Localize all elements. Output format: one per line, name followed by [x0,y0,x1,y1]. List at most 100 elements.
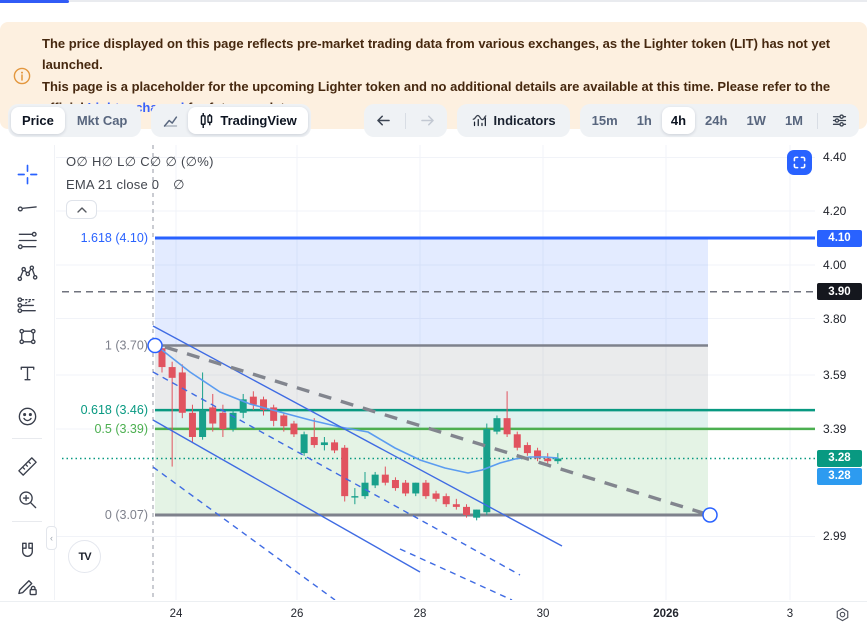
sidebar-collapse-handle[interactable]: ‹ [46,526,57,550]
legend-collapse-button[interactable] [66,200,97,219]
xabcd-pattern-icon [17,265,37,282]
chart-legend: O∅ H∅ L∅ C∅ ∅ (∅%) EMA 21 close 0 ∅ [66,154,214,219]
time-axis[interactable]: 24 26 28 30 2026 3 [0,601,867,641]
fib-label: 0.618 (3.46) [81,403,148,417]
chart-region: ‹ 1.618 (4.10) 1 (3.70) 0.618 (3.46) 0.5 (3… [0,145,867,641]
fib-label: 1.618 (4.10) [81,231,148,245]
reset-chart-button[interactable] [787,150,812,175]
candle [249,396,257,405]
trend-line-tool[interactable] [9,194,45,221]
candle [178,372,186,413]
nav-divider [404,112,406,129]
candle [290,423,298,435]
nav-back-button[interactable] [367,107,400,134]
candle [351,496,359,498]
nav-forward-button[interactable] [411,107,444,134]
rectangle-tool[interactable] [9,323,45,350]
ohlc-readout: O∅ H∅ L∅ C∅ ∅ (∅%) [66,154,214,169]
fib-labels-layer: 1.618 (4.10) 1 (3.70) 0.618 (3.46) 0.5 (3.3… [81,231,148,522]
measure-icon [17,457,37,476]
candle [402,482,410,494]
timeframe-1w[interactable]: 1W [737,107,775,134]
price-tab[interactable]: Price [11,107,65,134]
price-tick: 3.39 [823,421,847,436]
crosshair-tool[interactable] [9,161,45,188]
magnet-tool[interactable] [9,538,45,565]
price-tick: 3.59 [823,368,847,383]
fib-label: 1 (3.70) [105,339,148,353]
fib-label: 0 (3.07) [105,508,148,522]
text-icon [20,366,34,381]
fib-label: 0.5 (3.39) [94,422,148,436]
chart-nav [363,104,447,137]
price-chart-canvas[interactable]: 1.618 (4.10) 1 (3.70) 0.618 (3.46) 0.5 (3.3… [56,145,815,600]
emoji-tool[interactable] [9,403,45,430]
time-label: 24 [169,608,183,620]
crosshair-icon [17,164,37,185]
candle [391,480,399,489]
timeframe-buttons: 15m 1h 4h 24h 1W 1M [583,107,812,134]
indicators-label: Indicators [493,113,556,128]
price-axis[interactable]: 4.40 4.20 4.00 3.80 3.59 3.39 2.99 4.10 3.90 3.28… [815,145,867,600]
chart-type-toggle: TradingView [151,104,311,137]
chart-area[interactable]: 1.618 (4.10) 1 (3.70) 0.618 (3.46) 0.5 (3.3… [56,145,815,600]
indicators-button[interactable]: Indicators [460,107,567,134]
candle [209,407,217,424]
drawing-tools-sidebar [0,145,55,600]
text-tool[interactable] [9,360,45,387]
candle [300,434,308,454]
timeframe-1h[interactable]: 1h [628,107,661,134]
line-chart-icon [164,116,178,127]
measure-tool[interactable] [9,453,45,480]
candle [331,442,339,451]
ema-line-layer [161,349,559,474]
tradingview-button[interactable]: TradingView [188,107,308,134]
candle [452,504,460,507]
candle [310,436,318,446]
candle [168,367,176,378]
ema-value: ∅ [173,177,185,192]
arrow-right-icon [420,115,434,126]
sidebar-divider [12,521,42,522]
xabcd-pattern-tool[interactable] [9,260,45,287]
line-chart-button[interactable] [154,107,187,134]
price-levels-layer [62,291,815,460]
fib-regions-layer [155,238,708,515]
projection-tool[interactable] [9,291,45,318]
candle [199,410,207,437]
zoom-in-tool[interactable] [9,486,45,513]
price-tick: 2.99 [823,529,847,544]
candle [341,447,349,497]
chart-settings-button[interactable] [823,107,856,134]
chevron-up-icon [76,206,87,213]
projection-icon [16,297,36,314]
candle [158,348,166,368]
price-tick: 3.80 [823,311,847,326]
timeframe-group: 15m 1h 4h 24h 1W 1M [579,104,859,137]
anchors-layer [147,337,718,523]
trend-line-icon [17,206,37,212]
sidebar-divider [12,438,42,440]
mktcap-tab[interactable]: Mkt Cap [66,107,139,134]
candle [188,412,196,437]
candle [544,458,552,462]
price-badge: 3.90 [817,283,862,301]
draw-lock-tool[interactable] [9,573,45,600]
candle [534,450,542,459]
time-axis-settings-icon[interactable] [835,607,850,622]
ema-readout: EMA 21 close 0 ∅ [66,177,214,193]
banner-line-1: The price displayed on this page reflect… [42,36,831,73]
timeframe-4h[interactable]: 4h [661,107,696,134]
price-badge: 3.28 [817,449,862,467]
arrow-left-icon [376,115,390,126]
timeframe-24h[interactable]: 24h [696,107,736,134]
price-mktcap-toggle: Price Mkt Cap [8,104,142,137]
price-badge: 4.10 [817,229,862,247]
timeframe-15m[interactable]: 15m [583,107,627,134]
timeframe-1m[interactable]: 1M [776,107,812,134]
tradingview-logo[interactable]: TV [68,540,101,573]
fib-retracement-tool[interactable] [9,227,45,254]
emoji-icon [18,407,36,426]
candle [463,506,470,515]
